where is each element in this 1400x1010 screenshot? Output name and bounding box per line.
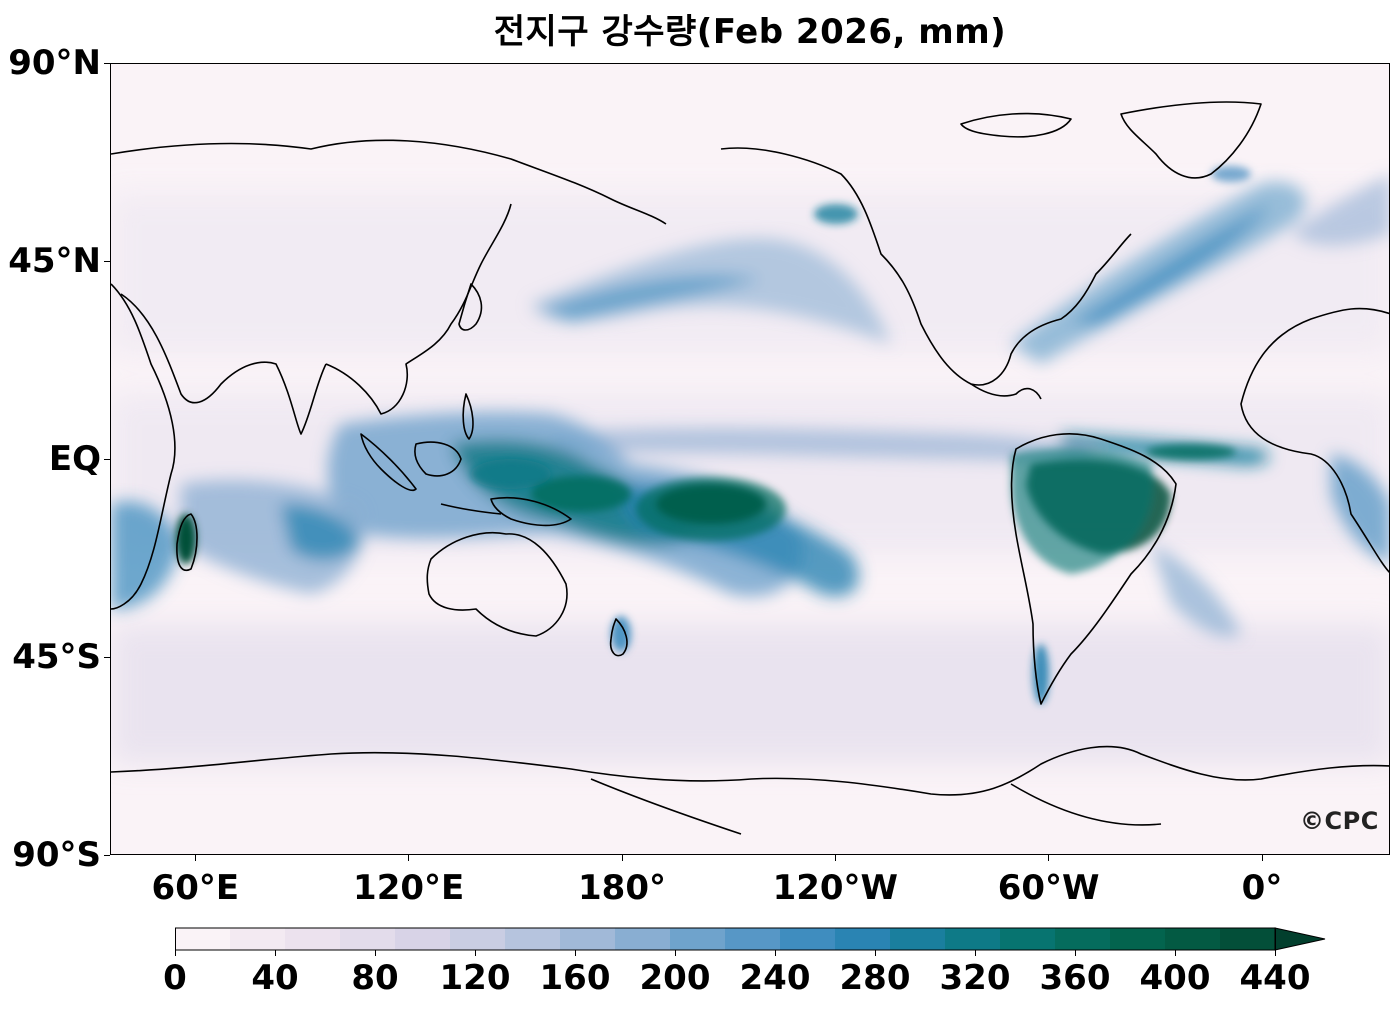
lon-tick (194, 855, 196, 861)
coast-south-america (1010, 433, 1177, 705)
colorbar-tick (375, 950, 376, 956)
colorbar-segment (285, 928, 341, 950)
colorbar-segment (230, 928, 286, 950)
coast-madagascar (176, 513, 198, 571)
colorbar-outline (175, 927, 1276, 951)
colorbar-segment (835, 928, 891, 950)
lon-label: 60°E (151, 868, 240, 908)
colorbar-tick-label: 80 (351, 958, 399, 998)
colorbar-tick-label: 0 (163, 958, 187, 998)
lon-tick (1048, 855, 1050, 861)
colorbar-tick-label: 40 (251, 958, 299, 998)
lon-tick (621, 855, 623, 861)
colorbar-tick (475, 950, 476, 956)
colorbar-segment (890, 928, 946, 950)
coast-borneo (414, 441, 462, 477)
colorbar-tick (275, 950, 276, 956)
lon-tick (1261, 855, 1263, 861)
colorbar-tick-label: 440 (1239, 958, 1311, 998)
coast-north-asia (111, 139, 667, 225)
lat-tick (104, 260, 110, 262)
lat-label: 90°S (12, 835, 101, 875)
colorbar-segment (1000, 928, 1056, 950)
lat-label: 45°N (8, 241, 101, 281)
lat-tick (104, 62, 110, 64)
colorbar-segment (560, 928, 616, 950)
colorbar-tick-label: 320 (939, 958, 1011, 998)
precipitation-map (110, 63, 1390, 855)
coastlines (111, 101, 1389, 835)
colorbar-segment (670, 928, 726, 950)
coast-sumatra (360, 433, 417, 491)
colorbar-tick (575, 950, 576, 956)
colorbar-tick-label: 240 (739, 958, 811, 998)
colorbar-segment (175, 928, 231, 950)
colorbar-tick-label: 120 (439, 958, 511, 998)
colorbar-segment (1055, 928, 1111, 950)
coast-new-guinea (490, 496, 572, 527)
lon-label: 0° (1241, 868, 1283, 908)
colorbar-tick-label: 280 (839, 958, 911, 998)
colorbar-segment (945, 928, 1001, 950)
colorbar-segment (725, 928, 781, 950)
lat-tick (104, 458, 110, 460)
coast-arabia (120, 293, 327, 435)
coast-new-zealand (609, 618, 628, 657)
colorbar-segment (780, 928, 836, 950)
colorbar-tick (775, 950, 776, 956)
colorbar-tick (1075, 950, 1076, 956)
precipitation-field (111, 64, 1389, 854)
colorbar-tick-label: 160 (539, 958, 611, 998)
colorbar-extend-arrow (1274, 927, 1326, 951)
colorbar-segment (1110, 928, 1166, 950)
coast-north-america (720, 147, 1132, 386)
lon-label: 60°W (997, 868, 1100, 908)
colorbar-tick (675, 950, 676, 956)
lat-tick (104, 656, 110, 658)
lon-tick (408, 855, 410, 861)
colorbar-segment (1220, 928, 1276, 950)
precip-maxima (176, 166, 1251, 704)
colorbar-segment (340, 928, 396, 950)
lon-label: 120°W (772, 868, 899, 908)
coast-australia (426, 531, 568, 637)
cpc-watermark: ©CPC (1300, 807, 1379, 835)
colorbar-tick (875, 950, 876, 956)
lat-tick (104, 854, 110, 856)
lon-tick (834, 855, 836, 861)
map-title: 전지구 강수량(Feb 2026, mm) (493, 12, 1007, 52)
lat-label: 45°S (12, 637, 101, 677)
coast-africa (111, 283, 176, 610)
lon-label: 180° (578, 868, 666, 908)
lon-label: 120°E (353, 868, 465, 908)
colorbar-segment (615, 928, 671, 950)
coast-greenland (1120, 101, 1262, 179)
colorbar-segment (505, 928, 561, 950)
lat-label: 90°N (8, 43, 101, 83)
coast-east-asia (325, 203, 512, 415)
coast-antarctica (111, 745, 1389, 796)
colorbar-tick-label: 360 (1039, 958, 1111, 998)
lat-label: EQ (48, 439, 101, 479)
colorbar-tick-label: 200 (639, 958, 711, 998)
colorbar-segment (395, 928, 451, 950)
colorbar-segment (1165, 928, 1221, 950)
colorbar-segment (450, 928, 506, 950)
colorbar-tick-label: 400 (1139, 958, 1211, 998)
colorbar (175, 927, 1326, 951)
colorbar-tick (1175, 950, 1176, 956)
coast-japan (458, 283, 483, 331)
colorbar-tick (175, 950, 176, 956)
colorbar-tick (1275, 950, 1276, 956)
colorbar-tick (975, 950, 976, 956)
